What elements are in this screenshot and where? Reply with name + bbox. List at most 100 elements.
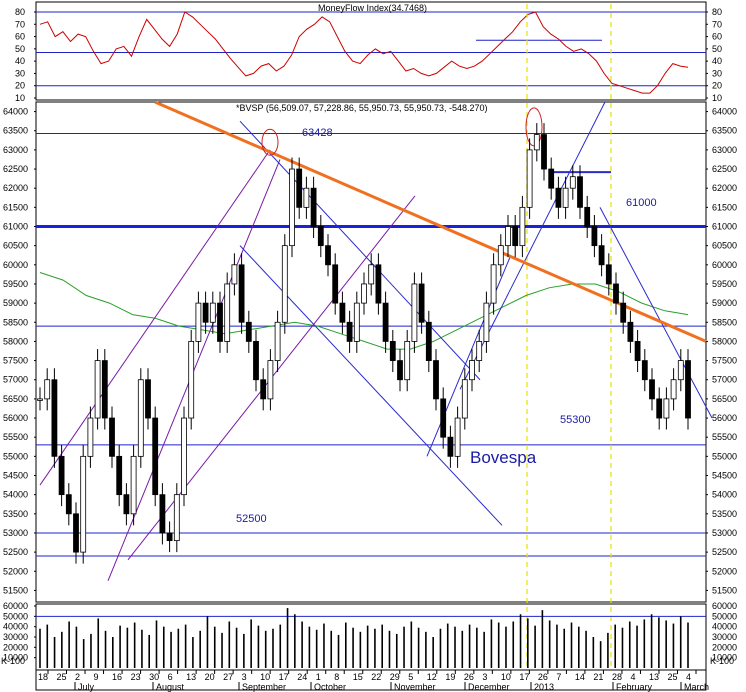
candle-body: [260, 379, 267, 400]
candle-body: [411, 283, 418, 342]
x-axis-frame: [35, 669, 707, 691]
candle-body: [541, 134, 547, 170]
price-tick-label-left: 60000: [3, 260, 28, 270]
down-trendline: [599, 207, 713, 419]
mfi-tick-label: 80: [712, 7, 722, 17]
candle-body: [490, 264, 497, 304]
candle-body: [404, 341, 411, 381]
x-tick-label: 19: [445, 672, 455, 682]
price-tick-label-right: 63500: [712, 126, 737, 136]
candle-body: [555, 187, 562, 208]
candle-body: [332, 264, 339, 304]
price-tick-label-right: 57000: [712, 375, 737, 385]
candle-body: [51, 379, 58, 457]
x-tick-label: 17: [279, 672, 289, 682]
price-tick-label-left: 57000: [3, 375, 28, 385]
x-tick-label: 5: [408, 672, 413, 682]
candle-body: [353, 302, 360, 342]
x-tick-label: 18: [38, 672, 48, 682]
volume-tick-label-right: 40000: [712, 622, 737, 632]
x-tick-label: 14: [575, 672, 585, 682]
x-month-label: December: [468, 682, 510, 692]
x-tick-label: 21: [593, 672, 603, 682]
candle-body: [116, 455, 123, 496]
x-tick-label: 3: [482, 672, 487, 682]
mfi-tick-label: 60: [712, 32, 722, 42]
price-tick-label-right: 62000: [712, 183, 737, 193]
x-tick-label: 29: [390, 672, 400, 682]
price-tick-label-right: 57500: [712, 356, 737, 366]
candle-body: [497, 245, 504, 266]
annotation-resistance-level: 61000: [626, 197, 657, 209]
volume-tick-label-left: 10000: [3, 653, 28, 663]
candle-body: [677, 360, 684, 381]
candle-body: [505, 226, 511, 247]
mfi-layer: 80 80 70 70 60 60 50 50 40 40 30 30 20 20 10 10: [15, 7, 722, 103]
candle-body: [281, 245, 288, 323]
candle-body: [346, 321, 353, 342]
candle-body: [130, 455, 137, 515]
annotation-peak-level: 63428: [302, 127, 333, 139]
candle-body: [159, 494, 166, 534]
x-tick-label: 13: [649, 672, 659, 682]
candle-body: [526, 149, 533, 208]
price-tick-label-right: 60500: [712, 241, 737, 251]
candle-body: [87, 417, 94, 457]
price-tick-label-left: 60500: [3, 241, 28, 251]
volume-tick-label-left: 30000: [3, 632, 28, 642]
candle-body: [569, 176, 576, 189]
candle-body: [289, 168, 295, 247]
candle-body: [137, 379, 144, 457]
price-tick-label-left: 54500: [3, 471, 28, 481]
price-tick-label-left: 59500: [3, 279, 28, 289]
candle-body: [195, 302, 202, 342]
candle-body: [433, 360, 439, 400]
candle-body: [634, 341, 641, 361]
price-tick-label-right: 52500: [712, 547, 737, 557]
candle-body: [389, 341, 396, 361]
price-tick-label-left: 54000: [3, 490, 28, 500]
x-month-label: 2013: [534, 682, 554, 692]
candle-body: [656, 398, 663, 419]
price-tick-label-right: 58500: [712, 317, 737, 327]
x-tick-label: 3: [242, 672, 247, 682]
x-tick-label: 9: [94, 672, 99, 682]
x-tick-label: 27: [223, 672, 233, 682]
x-tick-label: 12: [427, 672, 437, 682]
price-tick-label-left: 53500: [3, 509, 28, 519]
price-tick-label-left: 62500: [3, 164, 28, 174]
candle-body: [425, 321, 432, 361]
candle-body: [483, 302, 490, 342]
price-tick-label-right: 54000: [712, 490, 737, 500]
mfi-tick-label: 40: [15, 56, 25, 66]
mfi-tick-label: 30: [712, 68, 722, 78]
mfi-tick-label: 70: [15, 19, 25, 29]
price-tick-label-right: 61500: [712, 202, 737, 212]
price-tick-label-right: 61000: [712, 222, 737, 232]
mfi-tick-label: 10: [712, 93, 722, 103]
candle-body: [382, 302, 389, 342]
price-tick-label-left: 64000: [3, 107, 28, 117]
price-tick-label-left: 61500: [3, 202, 28, 212]
price-tick-label-left: 55500: [3, 432, 28, 442]
x-tick-label: 25: [57, 672, 67, 682]
price-tick-label-left: 51500: [3, 585, 28, 595]
candle-body: [188, 341, 195, 419]
price-tick-label-right: 55000: [712, 451, 737, 461]
price-tick-label-left: 56500: [3, 394, 28, 404]
volume-unit-label-left: K-100: [1, 656, 25, 666]
candle-body: [310, 187, 317, 227]
x-tick-label: 17: [519, 672, 529, 682]
volume-tick-label-right: 20000: [712, 642, 737, 652]
x-month-label: August: [156, 682, 185, 692]
price-tick-label-right: 60000: [712, 260, 737, 270]
price-tick-label-right: 58000: [712, 336, 737, 346]
x-tick-label: 6: [168, 672, 173, 682]
candle-body: [605, 264, 612, 285]
candle-body: [209, 302, 216, 323]
price-tick-label-right: 53500: [712, 509, 737, 519]
down-channel-upper-line: [239, 120, 481, 381]
candle-body: [325, 245, 331, 266]
candle-body: [145, 379, 151, 419]
